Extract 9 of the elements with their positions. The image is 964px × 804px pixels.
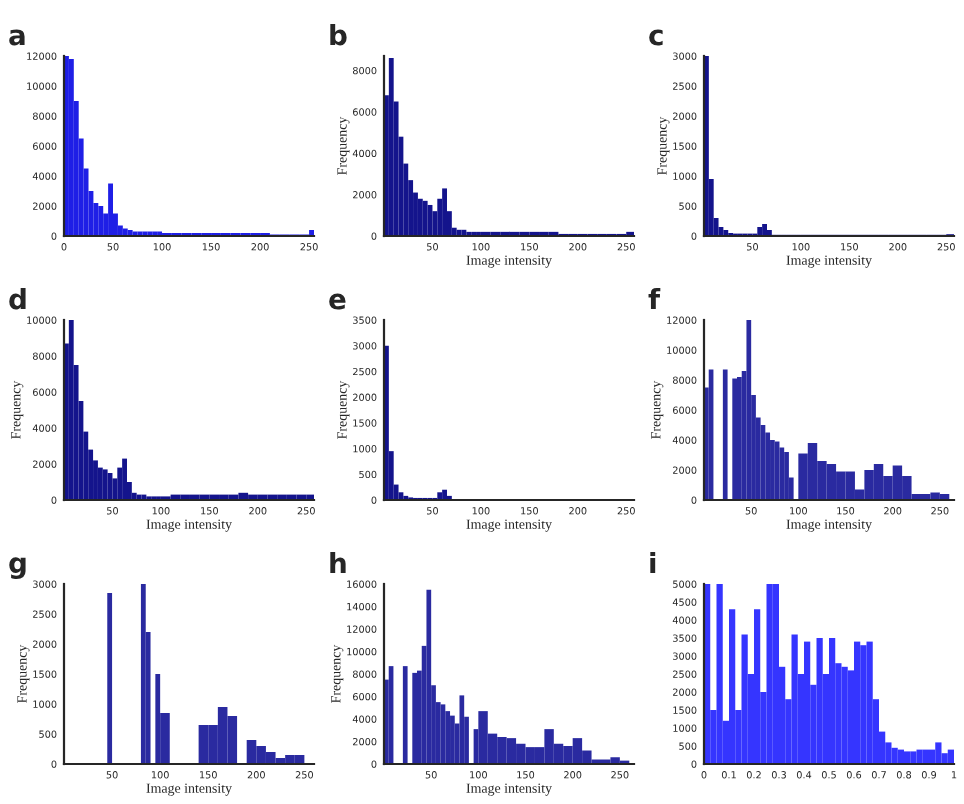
chart-title: b — [330, 24, 347, 46]
chart-title: e — [329, 293, 346, 310]
chart-title: g — [9, 557, 26, 579]
chart-title: h — [330, 552, 346, 574]
chart-title: f — [648, 288, 661, 310]
chart-title: a — [9, 29, 25, 46]
chart-title: d — [9, 288, 26, 310]
chart-title: i — [650, 552, 656, 574]
chart-title: c — [649, 29, 663, 46]
